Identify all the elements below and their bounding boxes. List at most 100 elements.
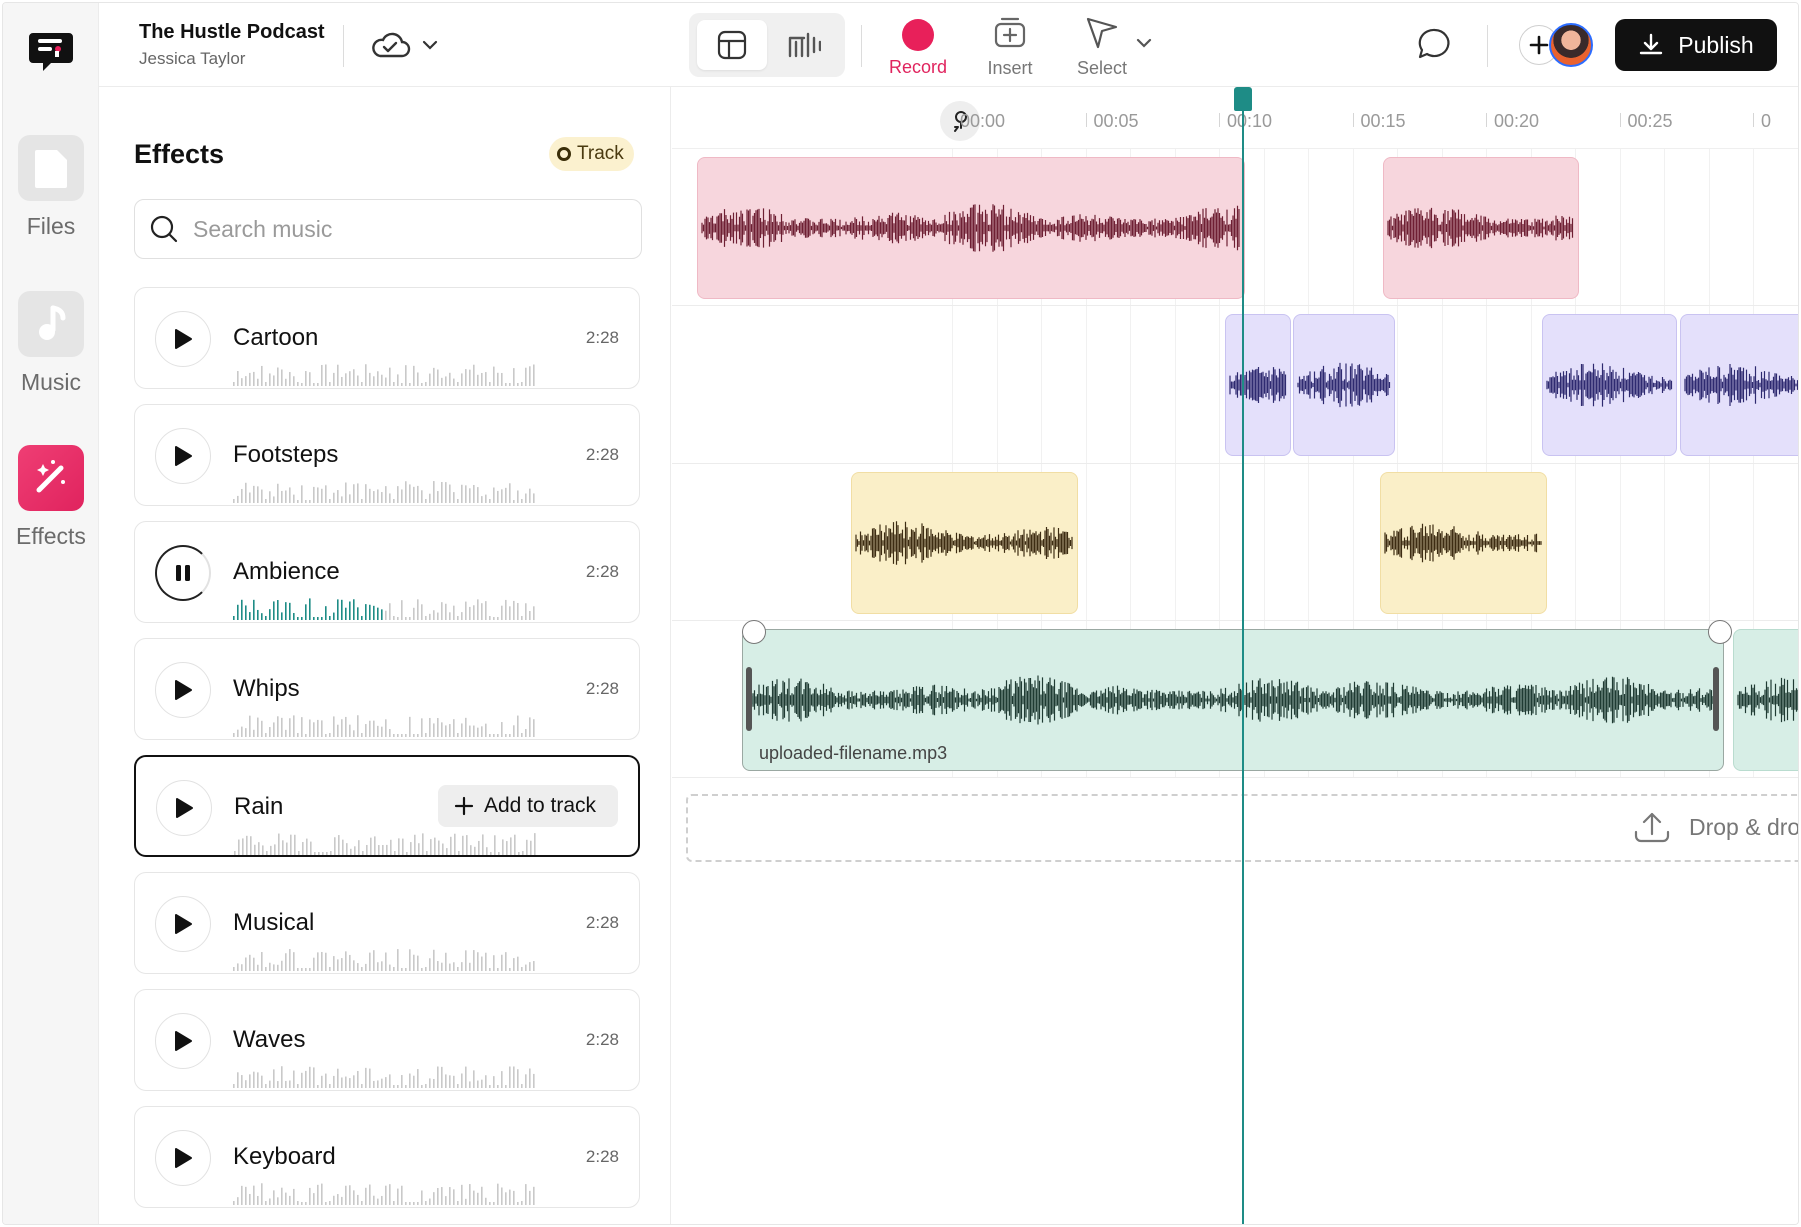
- play-button[interactable]: [155, 662, 211, 718]
- ruler-time-label: 00:20: [1494, 111, 1540, 131]
- effect-waveform: [234, 833, 536, 855]
- save-status-dropdown[interactable]: [369, 25, 459, 65]
- effect-item[interactable]: Cartoon 2:28: [134, 287, 640, 389]
- fade-out-handle[interactable]: [1708, 620, 1732, 644]
- play-button[interactable]: [155, 896, 211, 952]
- effect-item[interactable]: Ambience 2:28: [134, 521, 640, 623]
- podcast-title: The Hustle Podcast: [139, 21, 325, 43]
- audio-clip[interactable]: [1225, 314, 1291, 456]
- effect-name: Footsteps: [233, 441, 339, 468]
- comments-button[interactable]: [1415, 25, 1455, 65]
- rail-item-music[interactable]: Music: [3, 291, 99, 396]
- time-ruler: 00:00 00:05 00:10 00:15 00:20 00:25 0: [672, 87, 1798, 149]
- audio-clip[interactable]: [1380, 472, 1547, 614]
- drop-zone-content: Drop & drop: [1633, 810, 1798, 844]
- playhead[interactable]: [1242, 99, 1244, 1224]
- fade-in-handle[interactable]: [742, 620, 766, 644]
- play-icon: [175, 1148, 192, 1168]
- chevron-down-icon[interactable]: [1135, 37, 1153, 49]
- ruler-tick: [1619, 113, 1621, 127]
- podcast-author: Jessica Taylor: [139, 49, 246, 68]
- effect-item[interactable]: Rain Add to track: [134, 755, 640, 857]
- effect-item[interactable]: Musical 2:28: [134, 872, 640, 974]
- top-bar: The Hustle Podcast Jessica Taylor Record: [99, 3, 1798, 87]
- record-icon: [902, 19, 934, 51]
- selected-audio-clip[interactable]: uploaded-filename.mp3: [742, 629, 1724, 771]
- search-box: [134, 199, 642, 259]
- audio-clip[interactable]: [1733, 629, 1798, 771]
- play-icon: [175, 914, 192, 934]
- rail-item-label: Music: [20, 369, 82, 395]
- cursor-icon: [1086, 17, 1118, 49]
- insert-icon: [994, 17, 1026, 48]
- search-input[interactable]: [193, 215, 613, 243]
- add-to-track-button[interactable]: Add to track: [437, 785, 618, 827]
- ruler-tick: [1352, 113, 1354, 127]
- chat-bubble-icon: [1418, 28, 1450, 59]
- pause-button[interactable]: [155, 545, 211, 601]
- effect-name: Rain: [234, 793, 284, 820]
- effect-name: Musical: [233, 909, 315, 936]
- clip-trim-handle-left[interactable]: [746, 667, 752, 731]
- effect-duration: 2:28: [585, 913, 619, 932]
- ruler-tick: [1085, 113, 1087, 127]
- waveform-view-button[interactable]: [769, 20, 839, 70]
- ruler-time-label: 00:00: [960, 111, 1006, 131]
- publish-label: Publish: [1678, 31, 1754, 58]
- view-toggle: [689, 13, 845, 77]
- effect-waveform: [233, 598, 535, 620]
- insert-button[interactable]: Insert: [965, 15, 1055, 79]
- clip-trim-handle-right[interactable]: [1713, 667, 1719, 731]
- play-button[interactable]: [155, 1130, 211, 1186]
- play-button[interactable]: [156, 780, 212, 836]
- play-icon: [175, 329, 192, 349]
- ruler-time-label: 00:10: [1227, 111, 1273, 131]
- play-button[interactable]: [155, 1013, 211, 1069]
- play-icon: [175, 1031, 192, 1051]
- playhead-handle[interactable]: [1234, 87, 1252, 111]
- select-tool-button[interactable]: Select: [1057, 15, 1147, 79]
- publish-button[interactable]: Publish: [1615, 19, 1777, 71]
- upload-icon: [1634, 812, 1670, 843]
- clip-waveform: [1229, 367, 1287, 403]
- effect-duration: 2:28: [585, 445, 619, 464]
- play-button[interactable]: [155, 311, 211, 367]
- download-icon: [1640, 33, 1663, 55]
- ruler-tick: [1753, 113, 1754, 127]
- grid-view-button[interactable]: [697, 20, 767, 70]
- avatar[interactable]: [1549, 23, 1593, 67]
- plus-icon: [1529, 35, 1549, 55]
- clip-filename: uploaded-filename.mp3: [759, 743, 948, 763]
- rail-item-files[interactable]: Files: [3, 135, 99, 240]
- drop-zone-label: Drop & drop: [1689, 813, 1798, 840]
- clip-waveform: [1297, 362, 1391, 408]
- effect-item[interactable]: Keyboard 2:28: [134, 1106, 640, 1208]
- record-button[interactable]: Record: [873, 15, 963, 78]
- audio-clip[interactable]: [851, 472, 1078, 614]
- chevron-down-icon: [422, 40, 438, 50]
- effect-item[interactable]: Footsteps 2:28: [134, 404, 640, 506]
- track-badge[interactable]: Track: [549, 137, 634, 171]
- audio-clip[interactable]: [1680, 314, 1798, 456]
- clip-waveform: [1684, 364, 1798, 406]
- effect-duration: 2:28: [585, 1147, 619, 1166]
- snap-button[interactable]: [940, 101, 980, 141]
- effect-name: Keyboard: [233, 1143, 336, 1170]
- left-rail: Files Music Effects: [3, 3, 99, 1224]
- play-icon: [175, 680, 192, 700]
- effect-item[interactable]: Whips 2:28: [134, 638, 640, 740]
- audio-clip[interactable]: [697, 157, 1245, 299]
- effect-name: Ambience: [233, 558, 340, 585]
- ruler-time-label: 00:05: [1093, 111, 1139, 131]
- play-button[interactable]: [155, 428, 211, 484]
- audio-clip[interactable]: [1293, 314, 1395, 456]
- effect-name: Waves: [233, 1026, 306, 1053]
- ruler-time-label: 0: [1761, 111, 1772, 131]
- audio-clip[interactable]: [1383, 157, 1579, 299]
- effect-duration: 2:28: [585, 1030, 619, 1049]
- pause-icon: [176, 565, 190, 581]
- audio-clip[interactable]: [1542, 314, 1677, 456]
- rail-item-effects[interactable]: Effects: [3, 445, 99, 550]
- effect-item[interactable]: Waves 2:28: [134, 989, 640, 1091]
- search-icon: [150, 215, 178, 243]
